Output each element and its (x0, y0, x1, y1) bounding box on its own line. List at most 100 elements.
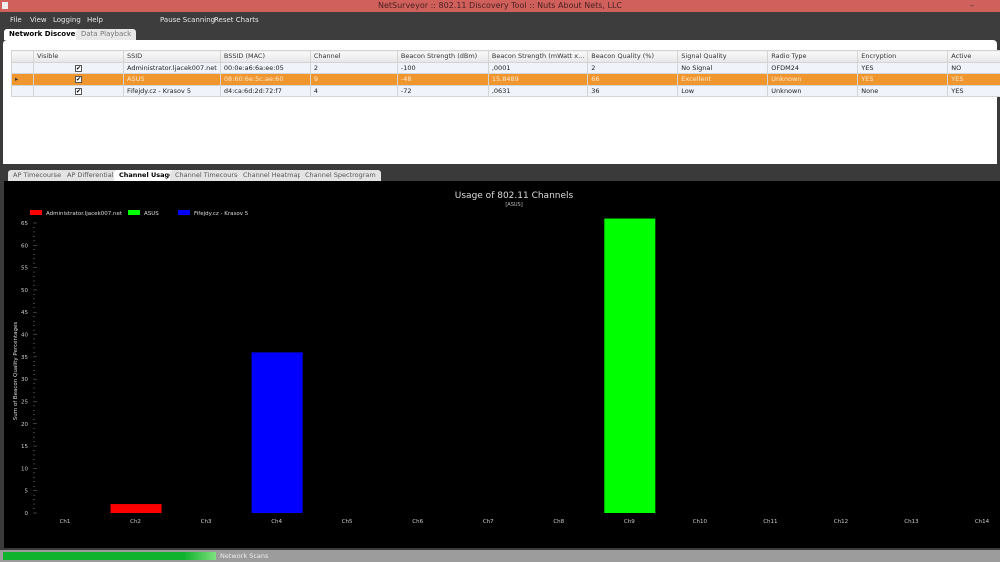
pause-scanning-button[interactable]: Pause Scanning (160, 16, 216, 24)
title-bar: NetSurveyor :: 802.11 Discovery Tool :: … (0, 0, 1000, 12)
cell-ssid: Fifejdy.cz - Krasov 5 (123, 84, 221, 97)
cell-ssid: ASUS (123, 73, 221, 86)
chart-svg: Usage of 802.11 Channels[ASUS] Sum of Bea… (13, 191, 990, 525)
cell-active: YES (947, 73, 1000, 86)
col-active[interactable]: Active (947, 50, 1000, 63)
menu-help[interactable]: Help (87, 16, 103, 24)
tab-ap-differential[interactable]: AP Differential (62, 170, 119, 181)
col-bssid[interactable]: BSSID (MAC) (219, 50, 311, 63)
cell-signal: No Signal (677, 61, 769, 74)
cell-quality: 66 (587, 73, 679, 86)
y-tick-label: 50 (21, 288, 28, 294)
cell-signal: Low (677, 84, 769, 97)
cell-mwatt: 15,8489 (487, 73, 589, 86)
cell-quality: 2 (587, 61, 679, 74)
y-tick-label: 40 (21, 333, 28, 339)
table-row-selected[interactable]: ▸ ✔ ASUS 08:60:6e:5c:ae:60 9 -48 15,8489… (11, 73, 1000, 86)
cell-bssid: 08:60:6e:5c:ae:60 (219, 73, 311, 86)
legend-swatch (30, 210, 42, 215)
top-tabs: Network Discovery Data Playback (0, 28, 1000, 40)
reset-charts-button[interactable]: Reset Charts (214, 16, 259, 24)
row-header[interactable] (11, 84, 34, 97)
x-tick-label: Ch6 (412, 519, 423, 525)
col-beacon-quality[interactable]: Beacon Quality (%) (587, 50, 679, 63)
menu-logging[interactable]: Logging (53, 16, 81, 24)
cell-dbm: -48 (396, 73, 489, 86)
y-axis-label: Sum of Beacon Quality Percentages (13, 322, 19, 421)
chart-tabs: AP Timecourse AP Differential Channel Us… (0, 168, 1000, 181)
col-radio-type[interactable]: Radio Type (767, 50, 859, 63)
legend-label: Fifejdy.cz - Krasov 5 (194, 211, 249, 217)
network-scans-progress (3, 552, 217, 560)
legend-label: Administrator.ljacek007.net (46, 211, 123, 217)
legend-swatch (178, 210, 190, 215)
cell-bssid: d4:ca:6d:2d:72:f7 (219, 84, 311, 97)
window-title: NetSurveyor :: 802.11 Discovery Tool :: … (377, 1, 623, 10)
x-tick-label: Ch12 (834, 519, 848, 525)
y-tick-label: 20 (21, 422, 28, 428)
x-tick-label: Ch7 (483, 519, 494, 525)
x-tick-label: Ch9 (624, 519, 635, 525)
cell-ssid: Administrator.ljacek007.net (123, 61, 221, 74)
visible-checkbox[interactable]: ✔ (75, 87, 82, 95)
tab-ap-timecourse[interactable]: AP Timecourse (8, 170, 67, 181)
menu-file[interactable]: File (10, 16, 22, 24)
cell-encryption: YES (857, 73, 949, 86)
row-header[interactable]: ▸ (11, 73, 34, 86)
cell-dbm: -72 (396, 84, 489, 97)
bar-ch9 (604, 218, 656, 513)
col-beacon-dbm[interactable]: Beacon Strength (dBm) (396, 50, 489, 63)
y-tick-label: 55 (21, 266, 28, 272)
tab-channel-usage[interactable]: Channel Usage (114, 170, 179, 181)
visible-checkbox[interactable]: ✔ (75, 76, 82, 84)
cell-radio: Unknown (767, 73, 859, 86)
legend-swatch (128, 210, 140, 215)
x-tick-label: Ch11 (763, 519, 777, 525)
table-row[interactable]: ✔ Administrator.ljacek007.net 00:0e:a6:6… (11, 61, 1000, 74)
status-bar: Network Scans (0, 550, 1000, 562)
cell-bssid: 00:0e:a6:6a:ee:05 (219, 61, 311, 74)
menu-view[interactable]: View (30, 16, 47, 24)
y-tick-label: 35 (21, 355, 28, 361)
tab-channel-timecourse[interactable]: Channel Timecourse (170, 170, 247, 181)
chart-subtitle: [ASUS] (505, 202, 522, 208)
y-tick-label: 0 (25, 511, 29, 517)
y-tick-label: 15 (21, 444, 28, 450)
table-row[interactable]: ✔ Fifejdy.cz - Krasov 5 d4:ca:6d:2d:72:f… (11, 84, 1000, 97)
y-tick-label: 5 (25, 489, 29, 495)
menu-bar: File View Logging Help Pause Scanning Re… (0, 12, 1000, 28)
cell-channel: 9 (309, 73, 398, 86)
tab-channel-heatmap[interactable]: Channel Heatmap (238, 170, 307, 181)
network-discovery-panel: Visible SSID BSSID (MAC) Channel Beacon … (3, 40, 1000, 164)
status-label: Network Scans (220, 552, 269, 560)
tab-network-discovery[interactable]: Network Discovery (4, 29, 89, 40)
col-beacon-mwatt[interactable]: Beacon Strength (mWatt x... (487, 50, 589, 63)
tab-channel-spectrogram[interactable]: Channel Spectrogram (300, 170, 381, 181)
col-visible[interactable]: Visible (33, 50, 124, 63)
col-ssid[interactable]: SSID (123, 50, 221, 63)
bar-ch4 (251, 352, 303, 513)
x-tick-label: Ch1 (60, 519, 71, 525)
col-encryption[interactable]: Encryption (857, 50, 949, 63)
col-signal-quality[interactable]: Signal Quality (677, 50, 769, 63)
visible-checkbox[interactable]: ✔ (75, 64, 82, 72)
cell-encryption: YES (857, 61, 949, 74)
app-icon (2, 2, 8, 9)
cell-channel: 2 (309, 61, 398, 74)
tab-data-playback[interactable]: Data Playback (76, 29, 137, 40)
panel-splitter[interactable] (0, 164, 1000, 168)
cell-encryption: None (857, 84, 949, 97)
cell-radio: Unknown (767, 84, 859, 97)
chart-title: Usage of 802.11 Channels (455, 191, 574, 201)
x-tick-label: Ch10 (693, 519, 708, 525)
minimize-icon[interactable]: – (970, 1, 974, 10)
x-tick-label: Ch2 (130, 519, 141, 525)
y-tick-label: 25 (21, 399, 28, 405)
row-header[interactable] (11, 61, 34, 74)
channel-usage-chart: Usage of 802.11 Channels [ASUS] Sum of Bea… (4, 181, 1000, 548)
col-channel[interactable]: Channel (309, 50, 398, 63)
x-tick-label: Ch4 (271, 519, 282, 525)
legend-label: ASUS (144, 211, 159, 217)
x-tick-label: Ch14 (975, 519, 990, 525)
cell-active: NO (947, 61, 1000, 74)
